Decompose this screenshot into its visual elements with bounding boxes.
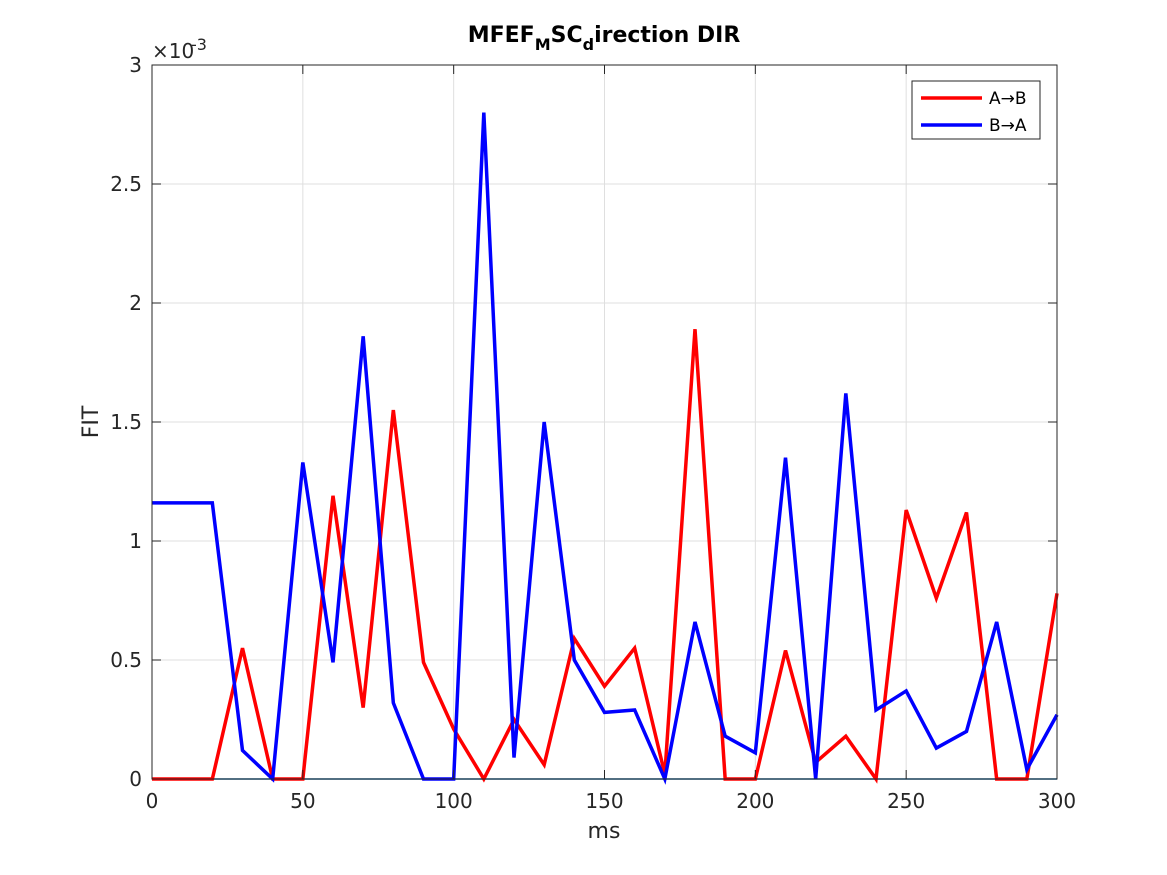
chart-title: MFEFMSCdirection DIR (468, 23, 741, 54)
x-tick-label: 200 (736, 789, 774, 813)
y-tick-label: 0.5 (110, 648, 142, 672)
x-tick-label: 250 (887, 789, 925, 813)
y-tick-label: 2 (129, 291, 142, 315)
y-tick-label: 1 (129, 529, 142, 553)
x-tick-labels: 0 50 100 150 200 250 300 (146, 789, 1076, 813)
x-axis-label: ms (588, 819, 621, 844)
legend-entries: A→B B→A (921, 89, 1027, 136)
legend: A→B B→A (911, 80, 1041, 140)
y-tick-label: 2.5 (110, 172, 142, 196)
title-subscript-2: d (583, 35, 594, 54)
y-tick-labels: 0 0.5 1 1.5 2 2.5 3 (110, 53, 142, 791)
x-tick-label: 300 (1038, 789, 1076, 813)
legend-label: B→A (989, 116, 1027, 136)
y-axis-label: FIT (79, 405, 104, 438)
x-tick-label: 0 (146, 789, 159, 813)
y-exponent-base: ×10 (152, 39, 194, 63)
x-tick-label: 50 (290, 789, 315, 813)
y-exponent-label: ×10 -3 (152, 35, 207, 63)
legend-label: A→B (989, 89, 1027, 109)
y-exponent-power: -3 (191, 35, 207, 54)
title-end: irection DIR (594, 23, 740, 48)
title-main: MFEF (468, 23, 535, 48)
x-tick-label: 150 (585, 789, 623, 813)
title-mid: SC (551, 23, 583, 48)
y-tick-label: 3 (129, 53, 142, 77)
y-tick-label: 1.5 (110, 410, 142, 434)
x-tick-label: 100 (435, 789, 473, 813)
tick-marks (151, 64, 1058, 780)
legend-box (911, 80, 1041, 140)
title-subscript-1: M (535, 35, 551, 54)
plot-area (151, 64, 1059, 785)
series-line-b-to-a (152, 112, 1059, 785)
y-tick-label: 0 (129, 767, 142, 791)
